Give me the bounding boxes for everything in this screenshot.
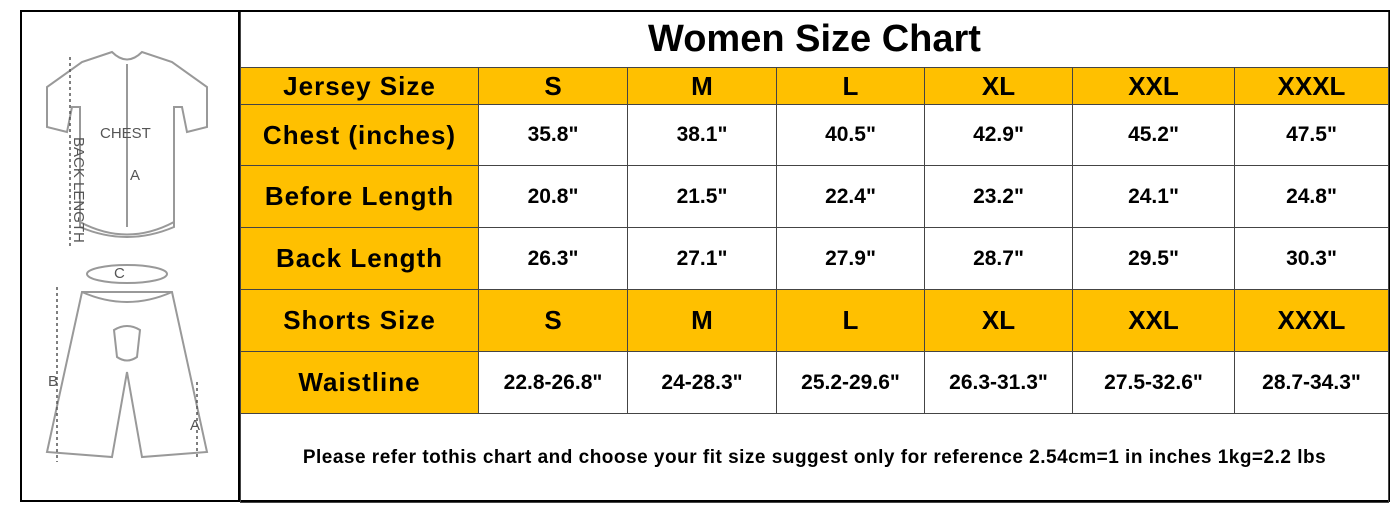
table-row: Waistline 22.8-26.8" 24-28.3" 25.2-29.6" 26.… bbox=[240, 351, 1389, 414]
cell: L bbox=[776, 289, 925, 352]
cell: 27.1" bbox=[627, 227, 777, 290]
cell: XXXL bbox=[1234, 289, 1389, 352]
row-label: Back Length bbox=[240, 227, 479, 290]
cell: 28.7" bbox=[924, 227, 1073, 290]
table-row: Jersey Size S M L XL XXL XXXL bbox=[240, 67, 1389, 105]
b-label: B bbox=[48, 373, 58, 390]
cell: 22.4" bbox=[776, 165, 925, 228]
cell: 27.9" bbox=[776, 227, 925, 290]
title: Women Size Chart bbox=[240, 12, 1389, 68]
cell: 38.1" bbox=[627, 104, 777, 166]
cell: M bbox=[627, 289, 777, 352]
row-label: Chest (inches) bbox=[240, 104, 479, 166]
cell: S bbox=[478, 289, 628, 352]
jersey-a-label: A bbox=[130, 167, 140, 184]
cell: XL bbox=[924, 67, 1073, 105]
table-row: Back Length 26.3" 27.1" 27.9" 28.7" 29.5" 30.3… bbox=[240, 227, 1389, 290]
size-table: Women Size Chart Jersey Size S M L XL XXL XXXL… bbox=[240, 12, 1389, 503]
cell: 23.2" bbox=[924, 165, 1073, 228]
cell: 24-28.3" bbox=[627, 351, 777, 414]
cell: XXXL bbox=[1234, 67, 1389, 105]
cell: 24.8" bbox=[1234, 165, 1389, 228]
table-row: Shorts Size S M L XL XXL XXXL bbox=[240, 289, 1389, 352]
row-label: Before Length bbox=[240, 165, 479, 228]
size-chart: CHEST BACK LENGTH A C B A Women Size Cha… bbox=[20, 10, 1390, 503]
cell: 26.3-31.3" bbox=[924, 351, 1073, 414]
cell: 28.7-34.3" bbox=[1234, 351, 1389, 414]
cell: XL bbox=[924, 289, 1073, 352]
cell: 30.3" bbox=[1234, 227, 1389, 290]
cell: S bbox=[478, 67, 628, 105]
cell: 27.5-32.6" bbox=[1072, 351, 1235, 414]
c-label: C bbox=[114, 265, 125, 282]
cell: 24.1" bbox=[1072, 165, 1235, 228]
cell: 21.5" bbox=[627, 165, 777, 228]
cell: XXL bbox=[1072, 289, 1235, 352]
back-length-label: BACK LENGTH bbox=[70, 137, 87, 243]
cell: 42.9" bbox=[924, 104, 1073, 166]
row-label: Shorts Size bbox=[240, 289, 479, 352]
note: Please refer tothis chart and choose you… bbox=[240, 413, 1389, 503]
shorts-a-label: A bbox=[190, 417, 200, 434]
table-row: Chest (inches) 35.8" 38.1" 40.5" 42.9" 45.2" 4… bbox=[240, 104, 1389, 166]
cell: M bbox=[627, 67, 777, 105]
chest-label: CHEST bbox=[100, 125, 151, 142]
cell: 35.8" bbox=[478, 104, 628, 166]
cell: 29.5" bbox=[1072, 227, 1235, 290]
table-row: Before Length 20.8" 21.5" 22.4" 23.2" 24.1" 24… bbox=[240, 165, 1389, 228]
cell: 45.2" bbox=[1072, 104, 1235, 166]
note-row: Please refer tothis chart and choose you… bbox=[240, 413, 1389, 503]
cell: L bbox=[776, 67, 925, 105]
cell: 22.8-26.8" bbox=[478, 351, 628, 414]
row-label: Waistline bbox=[240, 351, 479, 414]
cell: XXL bbox=[1072, 67, 1235, 105]
cell: 40.5" bbox=[776, 104, 925, 166]
garment-figure: CHEST BACK LENGTH A C B A bbox=[45, 12, 240, 500]
row-label: Jersey Size bbox=[240, 67, 479, 105]
cell: 26.3" bbox=[478, 227, 628, 290]
cell: 20.8" bbox=[478, 165, 628, 228]
cell: 25.2-29.6" bbox=[776, 351, 925, 414]
cell: 47.5" bbox=[1234, 104, 1389, 166]
